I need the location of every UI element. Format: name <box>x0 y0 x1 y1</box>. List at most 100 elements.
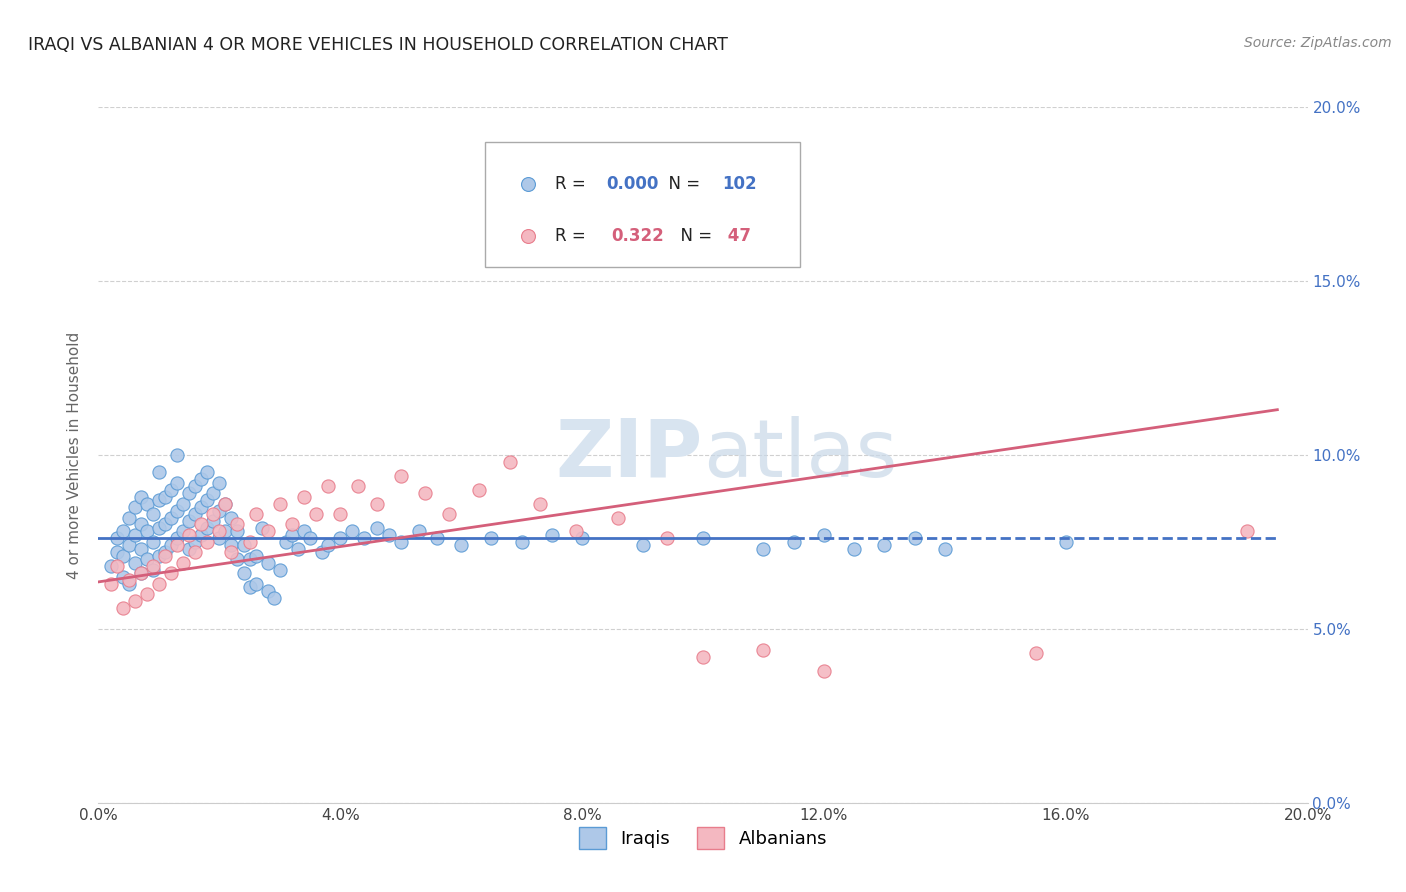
Point <box>179 528 201 542</box>
Point <box>389 468 412 483</box>
Point <box>172 556 194 570</box>
Point <box>232 538 254 552</box>
Point <box>529 497 551 511</box>
Point <box>655 532 678 546</box>
Point <box>184 545 207 559</box>
Point <box>195 534 218 549</box>
Point <box>226 524 249 539</box>
Point <box>226 517 249 532</box>
Point <box>100 576 122 591</box>
Point <box>208 532 231 546</box>
Point <box>179 541 201 556</box>
Point <box>129 490 152 504</box>
Point <box>135 587 157 601</box>
Point <box>195 493 218 508</box>
Point <box>160 483 183 497</box>
Point <box>281 517 304 532</box>
Point <box>692 532 714 546</box>
Point <box>389 534 412 549</box>
Point <box>208 524 231 539</box>
Point <box>221 510 243 524</box>
Point <box>299 532 322 546</box>
Point <box>148 576 170 591</box>
Point <box>118 538 141 552</box>
Point <box>129 517 152 532</box>
Point <box>450 538 472 552</box>
Point <box>413 486 436 500</box>
Point <box>214 497 236 511</box>
Point <box>565 524 588 539</box>
Point <box>202 514 225 528</box>
Point <box>752 541 775 556</box>
Text: N =: N = <box>658 176 706 194</box>
Point <box>1024 646 1046 660</box>
Point <box>172 524 194 539</box>
Point <box>184 507 207 521</box>
Point <box>153 549 176 563</box>
Point <box>190 517 212 532</box>
Point <box>510 534 533 549</box>
Point <box>377 528 399 542</box>
Point <box>353 532 375 546</box>
Point <box>256 583 278 598</box>
Point <box>153 545 176 559</box>
Point <box>190 500 212 514</box>
Point <box>232 566 254 581</box>
Point <box>245 507 267 521</box>
Point <box>135 552 157 566</box>
Point <box>844 541 866 556</box>
Point <box>166 532 188 546</box>
Text: 47: 47 <box>723 227 751 244</box>
Text: ZIP: ZIP <box>555 416 703 494</box>
Point <box>160 510 183 524</box>
Text: R =: R = <box>555 227 596 244</box>
Point <box>135 524 157 539</box>
Point <box>498 455 520 469</box>
Text: Source: ZipAtlas.com: Source: ZipAtlas.com <box>1244 36 1392 50</box>
Point <box>129 566 152 581</box>
Point <box>190 472 212 486</box>
Point <box>292 490 315 504</box>
Point <box>153 517 176 532</box>
Point <box>208 475 231 490</box>
Point <box>118 576 141 591</box>
Point <box>934 541 956 556</box>
Point <box>160 538 183 552</box>
Point <box>311 545 333 559</box>
Point <box>481 532 503 546</box>
Point <box>329 532 352 546</box>
Point <box>184 479 207 493</box>
Point <box>366 521 388 535</box>
Point <box>1054 534 1077 549</box>
Legend: Iraqis, Albanians: Iraqis, Albanians <box>572 820 834 856</box>
Point <box>153 490 176 504</box>
Point <box>437 507 460 521</box>
FancyBboxPatch shape <box>485 142 800 267</box>
Point <box>179 486 201 500</box>
Text: atlas: atlas <box>703 416 897 494</box>
Point <box>305 507 328 521</box>
Point <box>347 479 370 493</box>
Point <box>269 563 291 577</box>
Point <box>245 549 267 563</box>
Point <box>571 532 593 546</box>
Point <box>783 534 806 549</box>
Point <box>118 573 141 587</box>
Point <box>111 549 134 563</box>
Point <box>166 503 188 517</box>
Point <box>316 479 339 493</box>
Text: 102: 102 <box>723 176 756 194</box>
Point <box>202 507 225 521</box>
Text: 0.322: 0.322 <box>612 227 664 244</box>
Point <box>190 528 212 542</box>
Point <box>166 475 188 490</box>
Point <box>142 559 165 574</box>
Point <box>214 497 236 511</box>
Point <box>329 507 352 521</box>
Point <box>221 538 243 552</box>
Point <box>873 538 896 552</box>
Point <box>214 524 236 539</box>
Point <box>129 541 152 556</box>
Point <box>202 486 225 500</box>
Point <box>208 503 231 517</box>
